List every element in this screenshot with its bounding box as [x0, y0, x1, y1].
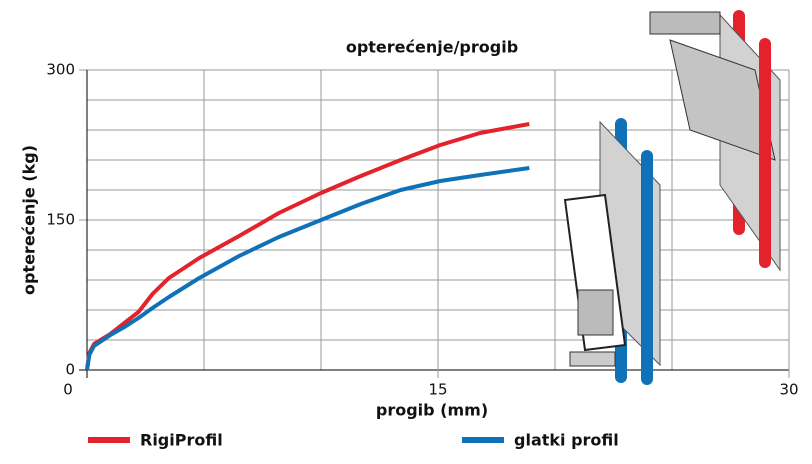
- grid: [79, 69, 790, 378]
- legend-label: RigiProfil: [140, 431, 223, 450]
- series-line: [85, 122, 530, 371]
- legend-label: glatki profil: [514, 431, 619, 450]
- illustration: [563, 10, 781, 385]
- profile-bar: [759, 38, 771, 268]
- y-axis-label: opterećenje (kg): [20, 145, 39, 295]
- x-tick-label: 0: [63, 381, 73, 399]
- books: [649, 11, 721, 35]
- x-tick-label: 30: [779, 381, 798, 399]
- profile-bar: [641, 150, 653, 385]
- y-tick-label: 0: [65, 361, 75, 379]
- books: [569, 351, 616, 367]
- plot-lines: [85, 122, 530, 371]
- x-tick-label: 15: [428, 381, 447, 399]
- legend: RigiProfil glatki profil: [88, 431, 619, 450]
- books: [669, 39, 776, 161]
- y-tick-label: 300: [46, 61, 75, 79]
- x-axis-label: progib (mm): [376, 401, 488, 420]
- y-tick-label: 150: [46, 211, 75, 229]
- books: [577, 289, 614, 336]
- chart-title: opterećenje/progib: [346, 38, 518, 57]
- series-line: [85, 166, 530, 371]
